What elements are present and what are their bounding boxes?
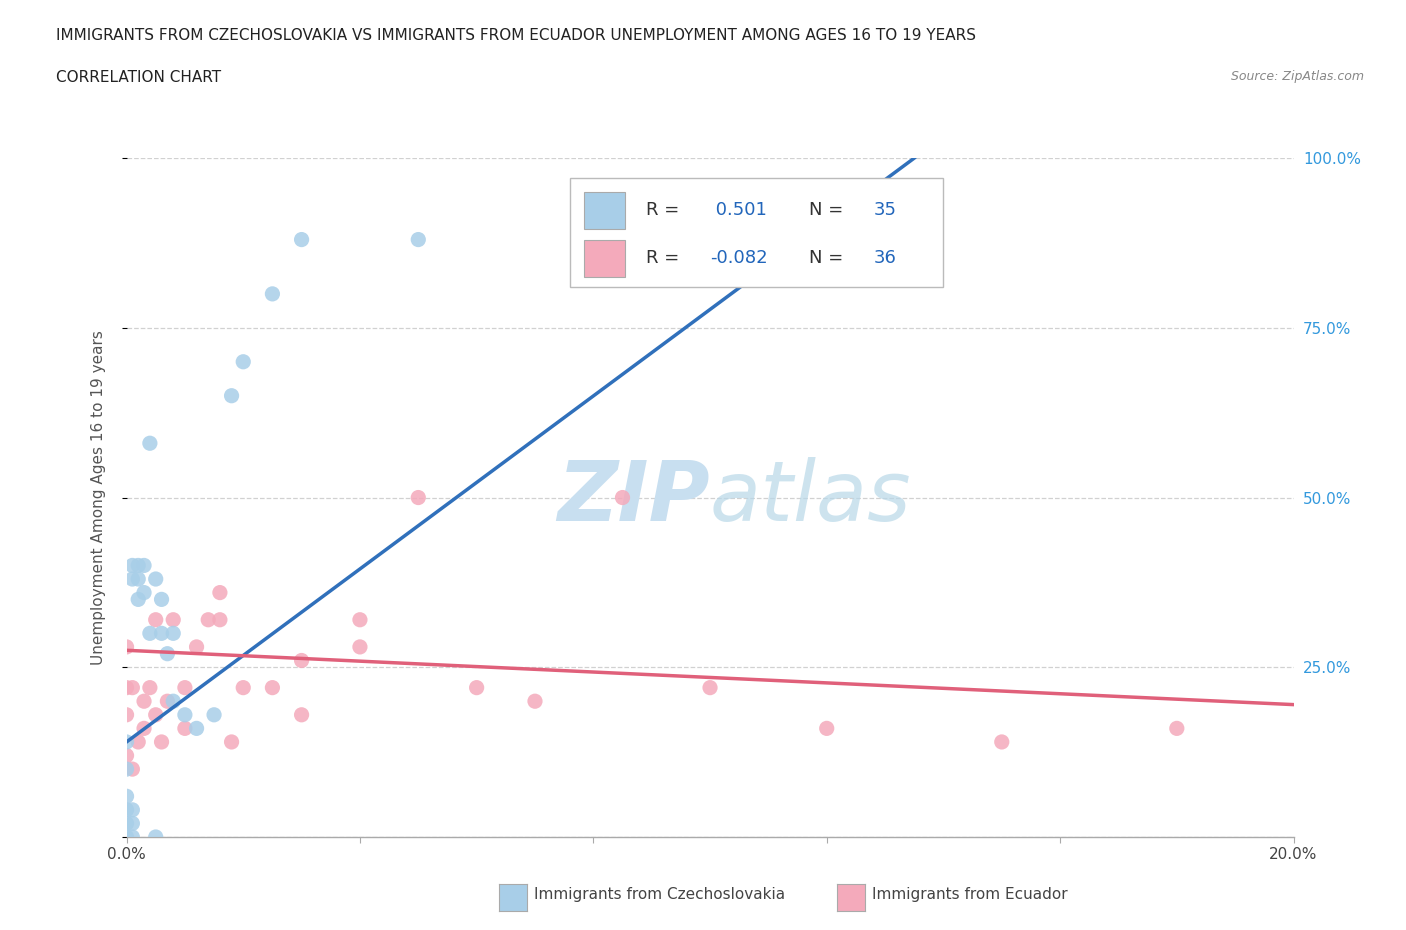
Point	[208, 612, 231, 627]
Point	[162, 612, 184, 627]
Text: 35: 35	[873, 202, 897, 219]
Text: IMMIGRANTS FROM CZECHOSLOVAKIA VS IMMIGRANTS FROM ECUADOR UNEMPLOYMENT AMONG AGE: IMMIGRANTS FROM CZECHOSLOVAKIA VS IMMIGR…	[56, 28, 976, 43]
Point	[174, 708, 197, 723]
Point	[121, 680, 143, 695]
Point	[132, 721, 155, 736]
Point	[145, 612, 167, 627]
Point	[221, 389, 243, 404]
Point	[115, 748, 138, 763]
Point	[145, 830, 167, 844]
Point	[121, 816, 143, 830]
Point	[221, 735, 243, 750]
FancyBboxPatch shape	[569, 179, 943, 287]
Point	[349, 640, 371, 655]
Point	[115, 640, 138, 655]
Point	[139, 436, 162, 451]
Point	[699, 680, 721, 695]
FancyBboxPatch shape	[583, 193, 624, 230]
Point	[1166, 721, 1188, 736]
Point	[524, 694, 547, 709]
Point	[115, 830, 138, 844]
Point	[127, 572, 149, 587]
Point	[115, 789, 138, 804]
Text: 0.501: 0.501	[710, 202, 766, 219]
Point	[115, 735, 138, 750]
Text: 36: 36	[873, 249, 896, 267]
Point	[115, 816, 138, 830]
Point	[290, 653, 312, 668]
Point	[115, 803, 138, 817]
Text: -0.082: -0.082	[710, 249, 768, 267]
Text: atlas: atlas	[710, 457, 911, 538]
Point	[349, 612, 371, 627]
Point	[121, 558, 143, 573]
Point	[150, 735, 173, 750]
Point	[156, 694, 179, 709]
Point	[132, 585, 155, 600]
Text: CORRELATION CHART: CORRELATION CHART	[56, 70, 221, 85]
Point	[150, 626, 173, 641]
Point	[208, 585, 231, 600]
Text: N =: N =	[810, 249, 849, 267]
Point	[232, 354, 254, 369]
Point	[903, 219, 925, 233]
Point	[202, 708, 225, 723]
Point	[115, 708, 138, 723]
Point	[186, 640, 208, 655]
Point	[408, 232, 430, 247]
Point	[990, 735, 1012, 750]
FancyBboxPatch shape	[583, 240, 624, 277]
Point	[262, 680, 284, 695]
Point	[121, 762, 143, 777]
Text: Immigrants from Czechoslovakia: Immigrants from Czechoslovakia	[534, 887, 786, 902]
Point	[612, 272, 634, 287]
Point	[612, 490, 634, 505]
Point	[815, 721, 838, 736]
Point	[156, 646, 179, 661]
Point	[290, 232, 312, 247]
Point	[127, 735, 149, 750]
Point	[115, 680, 138, 695]
Point	[290, 708, 312, 723]
Text: N =: N =	[810, 202, 849, 219]
Point	[121, 572, 143, 587]
Point	[162, 694, 184, 709]
Point	[465, 680, 488, 695]
Text: R =: R =	[645, 249, 685, 267]
Point	[232, 680, 254, 695]
Point	[162, 626, 184, 641]
Point	[174, 680, 197, 695]
Point	[174, 721, 197, 736]
Text: Source: ZipAtlas.com: Source: ZipAtlas.com	[1230, 70, 1364, 83]
Point	[127, 558, 149, 573]
Text: ZIP: ZIP	[557, 457, 710, 538]
Point	[121, 803, 143, 817]
Point	[145, 708, 167, 723]
Point	[139, 626, 162, 641]
Point	[121, 830, 143, 844]
Point	[150, 592, 173, 607]
Point	[115, 762, 138, 777]
Point	[197, 612, 219, 627]
Point	[408, 490, 430, 505]
Text: R =: R =	[645, 202, 685, 219]
Point	[186, 721, 208, 736]
Text: Immigrants from Ecuador: Immigrants from Ecuador	[872, 887, 1067, 902]
Point	[262, 286, 284, 301]
Point	[145, 572, 167, 587]
Point	[132, 558, 155, 573]
Point	[127, 592, 149, 607]
Point	[132, 694, 155, 709]
Y-axis label: Unemployment Among Ages 16 to 19 years: Unemployment Among Ages 16 to 19 years	[91, 330, 105, 665]
Point	[139, 680, 162, 695]
